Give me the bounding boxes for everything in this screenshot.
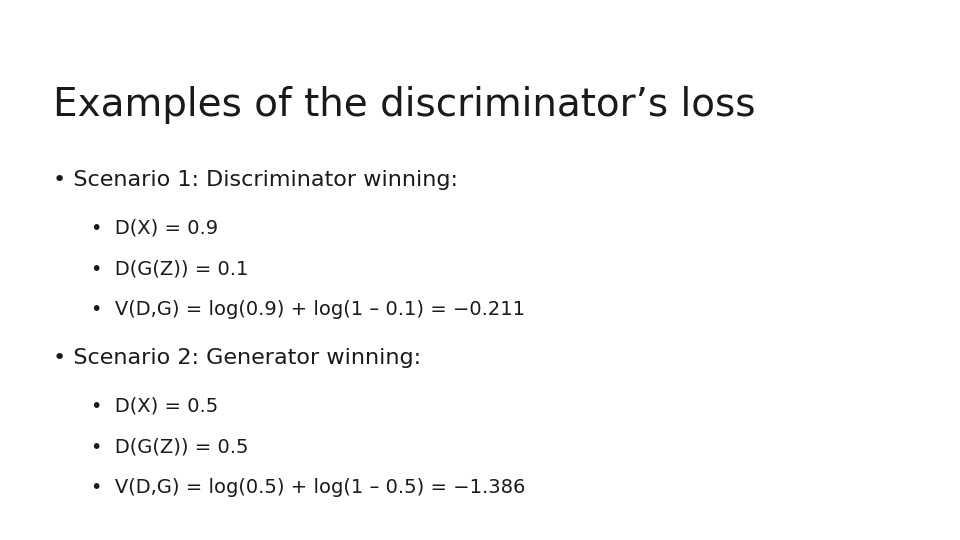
Text: •  D(X) = 0.9: • D(X) = 0.9 bbox=[91, 219, 218, 238]
Text: •  D(G(Z)) = 0.1: • D(G(Z)) = 0.1 bbox=[91, 259, 249, 278]
Text: Examples of the discriminator’s loss: Examples of the discriminator’s loss bbox=[53, 86, 756, 124]
Text: •  V(D,G) = log(0.5) + log(1 – 0.5) = −1.386: • V(D,G) = log(0.5) + log(1 – 0.5) = −1.… bbox=[91, 478, 525, 497]
Text: •  D(G(Z)) = 0.5: • D(G(Z)) = 0.5 bbox=[91, 437, 249, 456]
Text: • Scenario 2: Generator winning:: • Scenario 2: Generator winning: bbox=[53, 348, 420, 368]
Text: •  V(D,G) = log(0.9) + log(1 – 0.1) = −0.211: • V(D,G) = log(0.9) + log(1 – 0.1) = −0.… bbox=[91, 300, 525, 319]
Text: •  D(X) = 0.5: • D(X) = 0.5 bbox=[91, 397, 219, 416]
Text: • Scenario 1: Discriminator winning:: • Scenario 1: Discriminator winning: bbox=[53, 170, 458, 190]
